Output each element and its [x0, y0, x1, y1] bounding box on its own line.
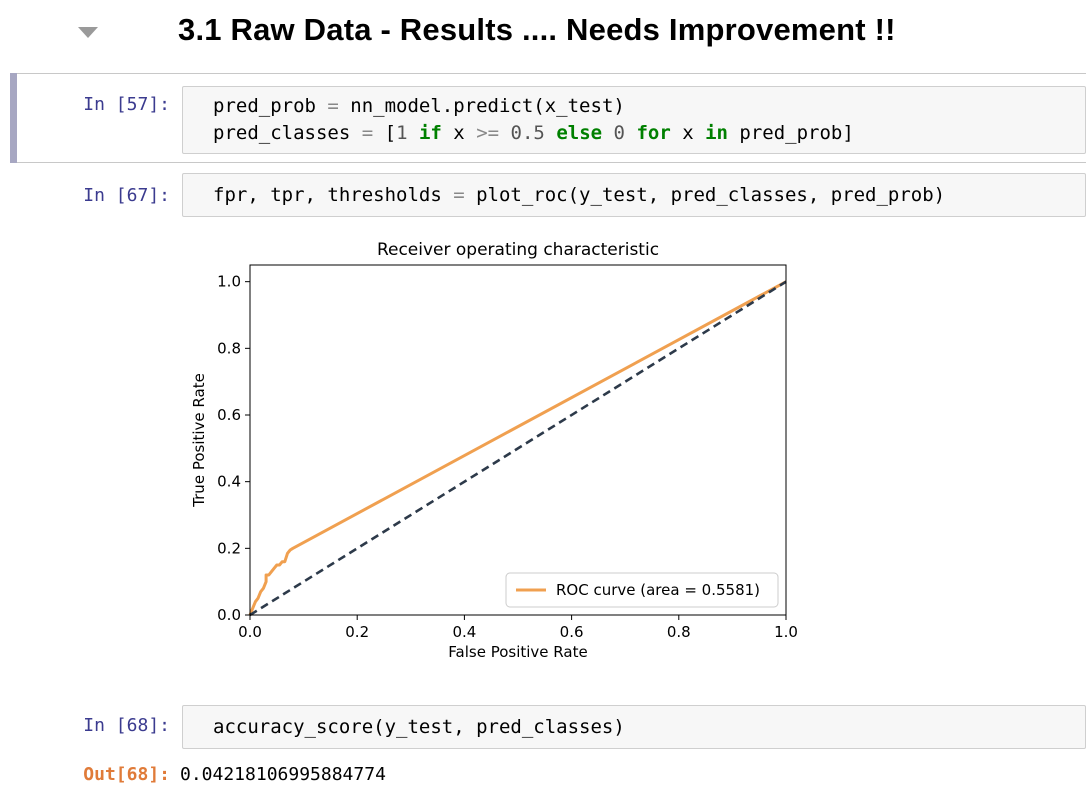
code-token: x: [670, 122, 706, 144]
y-tick-label: 0.8: [217, 339, 241, 357]
code-token: [625, 122, 636, 144]
code-editor[interactable]: pred_prob = nn_model.predict(x_test) pre…: [182, 86, 1086, 154]
section-heading: 3.1 Raw Data - Results .... Needs Improv…: [178, 12, 896, 47]
code-token: [: [373, 122, 397, 144]
y-tick-label: 0.0: [217, 606, 241, 624]
code-token: [499, 122, 510, 144]
collapse-heading-icon[interactable]: [78, 27, 98, 38]
code-text[interactable]: fpr, tpr, thresholds = plot_roc(y_test, …: [183, 174, 1085, 209]
input-prompt: In [68]:: [83, 715, 170, 736]
x-tick-label: 0.0: [238, 623, 262, 641]
y-axis-label: True Positive Rate: [190, 373, 208, 508]
y-tick-label: 0.2: [217, 539, 241, 557]
code-token: x: [441, 122, 477, 144]
y-tick-label: 0.6: [217, 406, 241, 424]
code-editor[interactable]: fpr, tpr, thresholds = plot_roc(y_test, …: [182, 173, 1086, 217]
code-token: fpr, tpr, thresholds: [213, 184, 454, 206]
legend-box: [505, 572, 779, 608]
code-keyword: in: [705, 122, 728, 144]
y-tick-label: 1.0: [217, 273, 241, 291]
code-token: 0.5: [510, 122, 545, 144]
code-cell-68[interactable]: In [68]: accuracy_score(y_test, pred_cla…: [10, 700, 1086, 752]
output-prompt: Out[68]:: [83, 764, 170, 785]
x-tick-label: 0.2: [345, 623, 369, 641]
code-token: nn_model.predict(x_test): [338, 95, 625, 117]
x-axis-label: False Positive Rate: [448, 643, 587, 661]
code-text[interactable]: pred_prob = nn_model.predict(x_test) pre…: [183, 87, 1085, 147]
code-token: 0: [613, 122, 625, 144]
code-token: pred_prob]: [727, 122, 854, 144]
code-keyword: else: [556, 122, 603, 144]
output-value: 0.04218106995884774: [180, 764, 386, 785]
plot-frame: [249, 264, 787, 616]
code-token: =: [453, 184, 465, 206]
code-token: =: [361, 122, 374, 144]
roc-curve-line: [248, 280, 787, 616]
code-token: plot_roc(y_test, pred_classes, pred_prob…: [464, 184, 946, 206]
x-tick-label: 1.0: [774, 623, 798, 641]
code-token: [545, 122, 556, 144]
code-editor[interactable]: accuracy_score(y_test, pred_classes): [182, 705, 1086, 749]
input-prompt: In [67]:: [83, 185, 170, 206]
y-tick-label: 0.4: [217, 473, 241, 491]
code-cell-67[interactable]: In [67]: fpr, tpr, thresholds = plot_roc…: [10, 170, 1086, 222]
code-text[interactable]: accuracy_score(y_test, pred_classes): [183, 706, 1085, 741]
code-keyword: if: [418, 122, 442, 144]
code-token: accuracy_score(y_test, pred_classes): [213, 716, 625, 738]
x-tick-label: 0.6: [560, 623, 584, 641]
x-tick-label: 0.4: [452, 623, 476, 641]
code-token: 1: [396, 122, 408, 144]
code-token: >=: [476, 122, 500, 144]
code-cell-57[interactable]: In [57]: pred_prob = nn_model.predict(x_…: [10, 73, 1086, 163]
x-tick-label: 0.8: [667, 623, 691, 641]
chance-diagonal-line: [249, 280, 787, 617]
chart-title: Receiver operating characteristic: [377, 240, 659, 260]
code-token: [408, 122, 419, 144]
code-token: =: [327, 95, 339, 117]
legend-label: ROC curve (area = 0.5581): [556, 581, 760, 599]
code-token: pred_prob: [213, 95, 328, 117]
roc-chart: Receiver operating characteristic 0.0 0.2 0…: [190, 240, 798, 661]
input-prompt: In [57]:: [83, 94, 170, 115]
code-token: [602, 122, 613, 144]
code-keyword: for: [636, 122, 671, 144]
code-token: pred_classes: [213, 122, 362, 144]
